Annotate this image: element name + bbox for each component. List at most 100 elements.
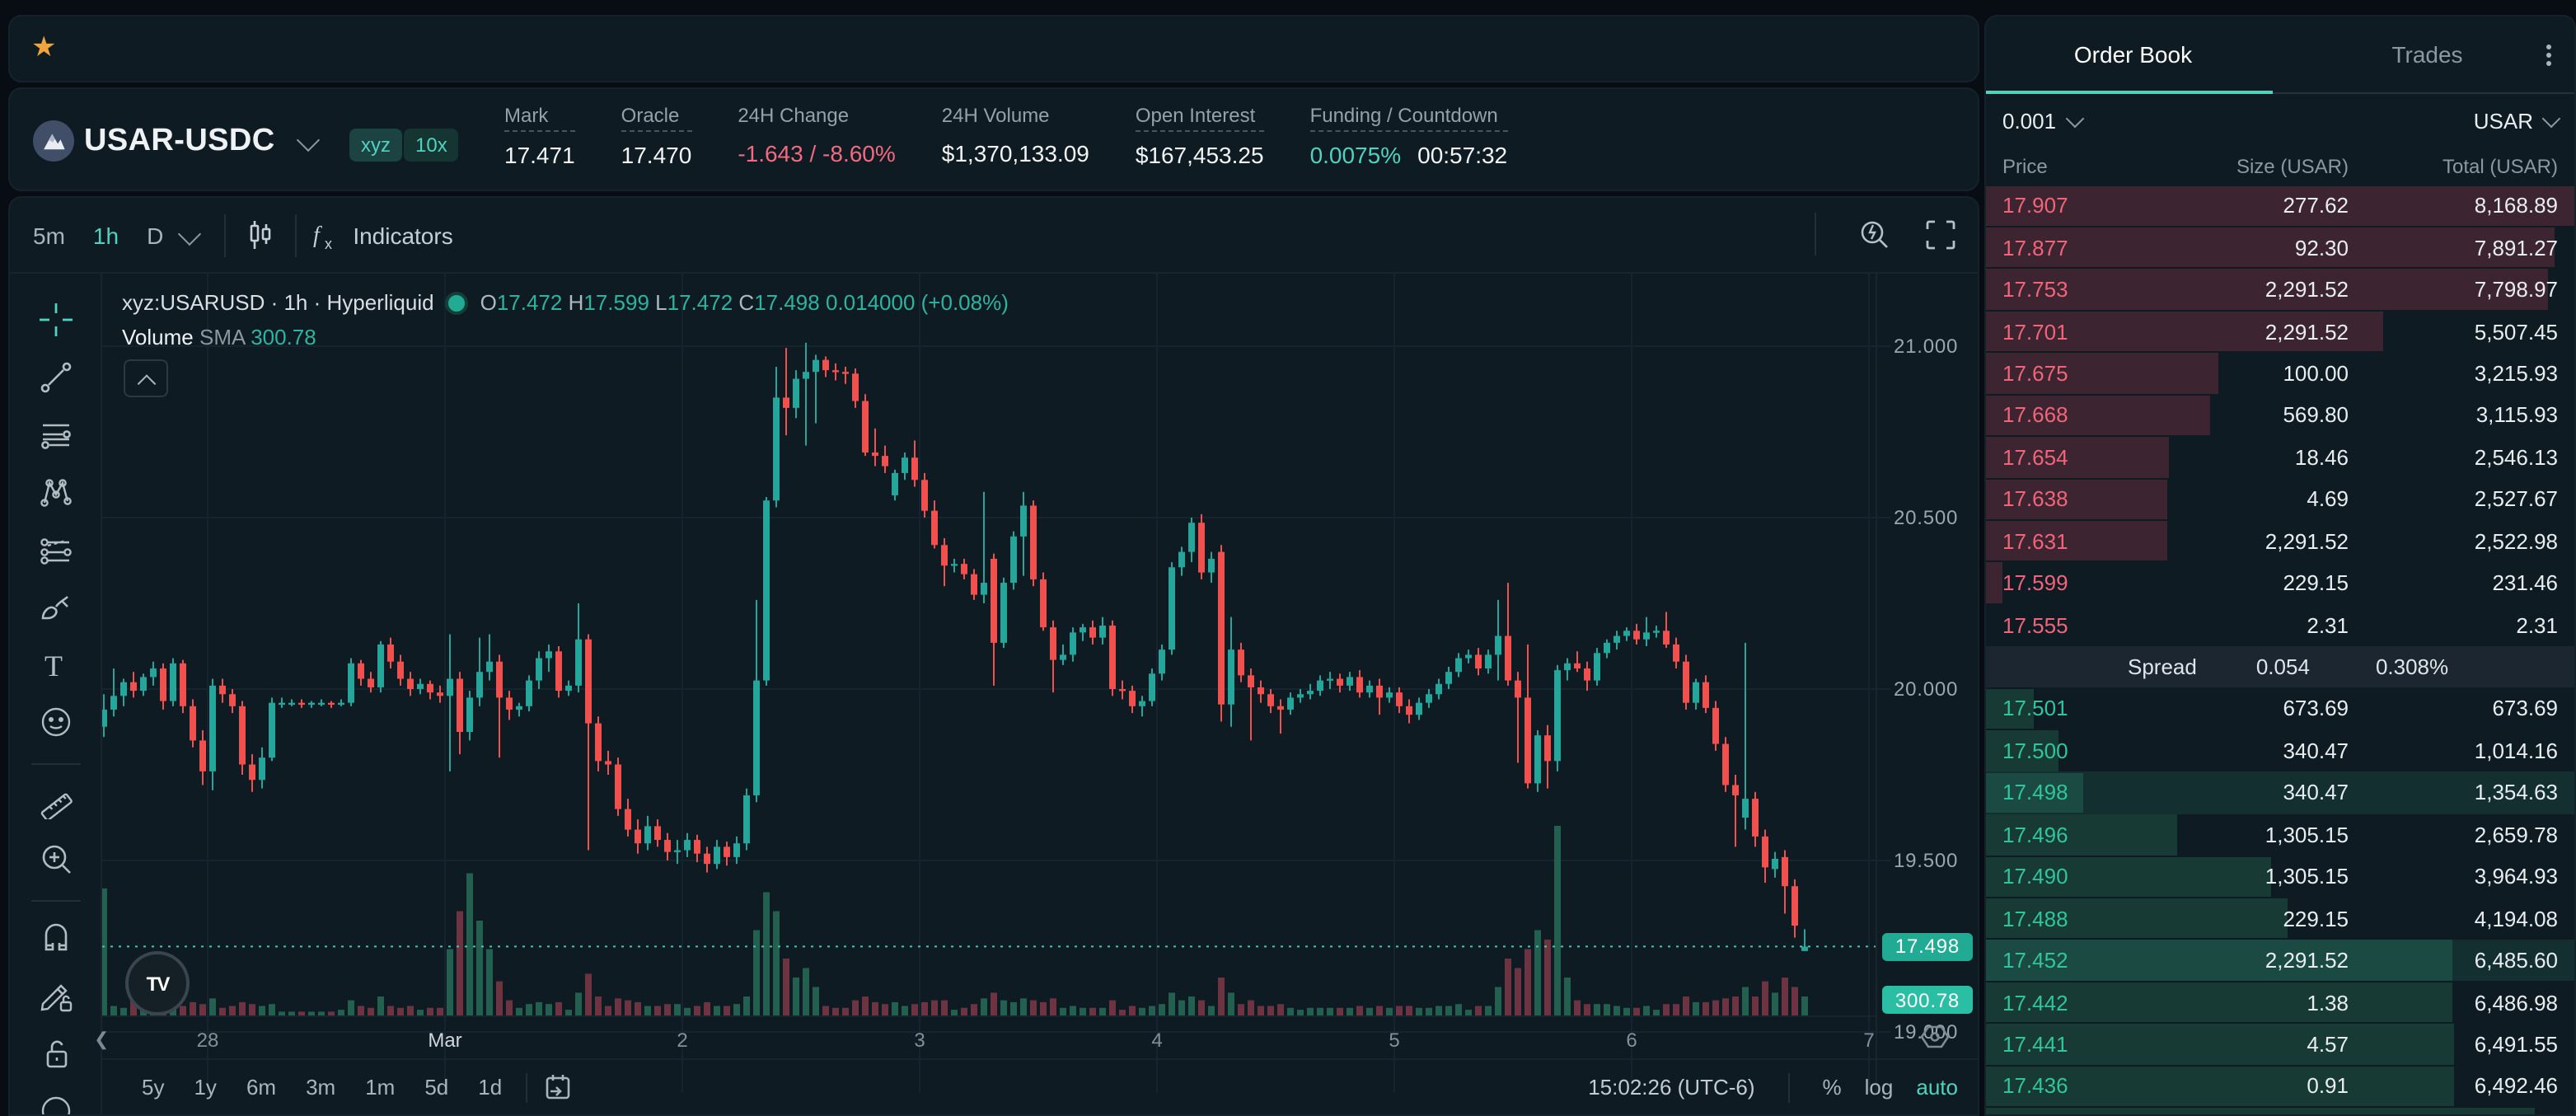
total-cell: 1,014.16 <box>2474 738 2558 763</box>
tradingview-logo[interactable]: TV <box>125 951 190 1015</box>
favorite-star-icon[interactable]: ★ <box>31 31 57 63</box>
interval-button-1h[interactable]: 1h <box>92 222 119 248</box>
unlock-all-tool-icon[interactable] <box>27 1026 83 1081</box>
bid-row-17.498[interactable]: 17.498 340.47 1,354.63 <box>1986 771 2574 815</box>
bid-row-17.452[interactable]: 17.452 2,291.52 6,485.60 <box>1986 939 2574 982</box>
bid-row-17.441[interactable]: 17.441 4.57 6,491.55 <box>1986 1024 2574 1066</box>
zoom-in-tool-icon[interactable] <box>27 832 83 886</box>
tab-order-book[interactable]: Order Book <box>2073 41 2193 68</box>
bid-row-17.496[interactable]: 17.496 1,305.15 2,659.78 <box>1986 814 2574 856</box>
range-button-1m[interactable]: 1m <box>365 1075 396 1100</box>
clock-timezone[interactable]: 15:02:26 (UTC-6) <box>1588 1075 1755 1100</box>
bid-row-17.501[interactable]: 17.501 673.69 673.69 <box>1986 688 2574 730</box>
interval-button-D[interactable]: D <box>147 222 164 248</box>
price-cell: 17.638 <box>2002 486 2068 512</box>
chart-plot-area[interactable]: xyz:USARUSD · 1h · Hyperliquid O17.472 H… <box>94 274 1890 1093</box>
volume-legend[interactable]: Volume SMA 300.78 <box>122 325 316 349</box>
bid-row-17.500[interactable]: 17.500 340.47 1,014.16 <box>1986 729 2574 771</box>
range-button-5d[interactable]: 5d <box>424 1075 449 1100</box>
fx-icon: f x <box>313 222 332 250</box>
time-axis[interactable]: 28 Mar 2 3 4 5 6 7 <box>102 1015 1877 1063</box>
legend-change: 0.014000 (+0.08%) <box>825 290 1009 315</box>
leverage-badge[interactable]: 10x <box>404 129 459 162</box>
total-cell: 673.69 <box>2492 696 2558 721</box>
bid-row-17.442[interactable]: 17.442 1.38 6,486.98 <box>1986 982 2574 1024</box>
price-cell: 17.501 <box>2002 696 2068 721</box>
ask-row-17.675[interactable]: 17.675 100.00 3,215.93 <box>1986 353 2574 395</box>
ask-row-17.753[interactable]: 17.753 2,291.52 7,798.97 <box>1986 269 2574 311</box>
candle-style-icon[interactable] <box>239 213 282 256</box>
axis-settings-icon[interactable] <box>1918 1020 1955 1057</box>
pair-dropdown-chevron-icon[interactable] <box>296 128 321 152</box>
xabcd-pattern-tool-icon[interactable] <box>27 466 83 520</box>
orderbook-column-headers: Price Size (USAR) Total (USAR) <box>1986 148 2574 185</box>
trend-line-tool-icon[interactable] <box>27 351 83 406</box>
size-cell: 229.15 <box>2283 570 2349 596</box>
svg-text:T: T <box>44 649 62 682</box>
interval-more-chevron-icon[interactable] <box>178 220 202 250</box>
interval-buttons: 5m 1h D <box>10 215 175 255</box>
svg-text:f: f <box>313 222 322 247</box>
toolbar-divider <box>525 1072 527 1102</box>
interval-button-5m[interactable]: 5m <box>33 222 65 248</box>
size-cell: 340.47 <box>2283 780 2349 805</box>
range-button-5y[interactable]: 5y <box>142 1075 165 1100</box>
percent-scale-button[interactable]: % <box>1822 1075 1842 1100</box>
tab-trades[interactable]: Trades <box>2391 41 2463 68</box>
orderbook-menu-icon[interactable] <box>2535 41 2561 68</box>
total-cell: 3,215.93 <box>2474 360 2558 386</box>
market-status-icon[interactable] <box>445 291 469 314</box>
range-button-1d[interactable]: 1d <box>478 1075 503 1100</box>
unit-select[interactable]: USAR <box>2474 109 2561 134</box>
total-cell: 2,527.67 <box>2474 486 2558 512</box>
legend-collapse-button[interactable] <box>124 359 168 397</box>
size-cell: 673.69 <box>2283 696 2349 721</box>
quick-search-icon[interactable] <box>1852 213 1895 256</box>
price-cell: 17.654 <box>2002 444 2068 470</box>
emoji-tool-icon[interactable] <box>27 696 83 750</box>
magnet-tool-icon[interactable] <box>27 911 83 965</box>
chart-legend[interactable]: xyz:USARUSD · 1h · Hyperliquid O17.472 H… <box>122 290 1009 315</box>
hide-sidebar-chevron-icon[interactable]: ❮ <box>94 1030 110 1050</box>
fullscreen-icon[interactable] <box>1918 213 1961 256</box>
total-cell: 7,798.97 <box>2474 277 2558 302</box>
y-tick-20.000: 20.000 <box>1894 678 1959 701</box>
fib-retracement-tool-icon[interactable] <box>27 408 83 462</box>
pair-title[interactable]: USAR-USDC <box>84 124 275 158</box>
range-button-3m[interactable]: 3m <box>306 1075 336 1100</box>
ruler-tool-icon[interactable] <box>27 775 83 829</box>
bid-row-17.490[interactable]: 17.490 1,305.15 3,964.93 <box>1986 856 2574 898</box>
candlestick-chart[interactable] <box>102 274 1890 1093</box>
indicators-button[interactable]: f x Indicators <box>310 220 452 250</box>
hide-drawings-tool-icon[interactable] <box>27 1083 83 1114</box>
projection-tool-icon[interactable] <box>27 523 83 578</box>
price-cell: 17.441 <box>2002 1031 2068 1057</box>
precision-select[interactable]: 0.001 <box>2002 109 2084 134</box>
log-scale-button[interactable]: log <box>1864 1075 1894 1100</box>
x-tick-3: 3 <box>914 1029 925 1052</box>
bid-row-17.436[interactable]: 17.436 0.91 6,492.46 <box>1986 1065 2574 1107</box>
ask-row-17.877[interactable]: 17.877 92.30 7,891.27 <box>1986 227 2574 269</box>
ask-row-17.638[interactable]: 17.638 4.69 2,527.67 <box>1986 478 2574 520</box>
ask-row-17.631[interactable]: 17.631 2,291.52 2,522.98 <box>1986 520 2574 562</box>
text-tool-icon[interactable]: T <box>27 638 83 692</box>
ask-row-17.907[interactable]: 17.907 277.62 8,168.89 <box>1986 185 2574 227</box>
drawing-lock-tool-icon[interactable] <box>27 968 83 1023</box>
auto-scale-button[interactable]: auto <box>1916 1075 1958 1100</box>
crosshair-tool-icon[interactable] <box>27 293 83 348</box>
bid-row-17.434[interactable]: 17.4341,134.917,627.37 <box>1986 1107 2574 1114</box>
range-button-1y[interactable]: 1y <box>194 1075 217 1100</box>
go-to-date-icon[interactable] <box>536 1066 579 1109</box>
range-button-6m[interactable]: 6m <box>246 1075 277 1100</box>
price-cell: 17.500 <box>2002 738 2068 763</box>
total-cell: 5,507.45 <box>2474 319 2558 345</box>
ask-row-17.599[interactable]: 17.599 229.15 231.46 <box>1986 562 2574 604</box>
ask-row-17.654[interactable]: 17.654 18.46 2,546.13 <box>1986 436 2574 478</box>
price-axis[interactable]: 21.00020.50020.00019.50019.00018.50018.0… <box>1876 274 1978 1093</box>
brush-tool-icon[interactable] <box>27 581 83 635</box>
ask-row-17.668[interactable]: 17.668 569.80 3,115.93 <box>1986 394 2574 436</box>
ask-row-17.555[interactable]: 17.555 2.31 2.31 <box>1986 604 2574 646</box>
size-cell: 1.38 <box>2307 990 2349 1015</box>
ask-row-17.701[interactable]: 17.701 2,291.52 5,507.45 <box>1986 311 2574 353</box>
bid-row-17.488[interactable]: 17.488 229.15 4,194.08 <box>1986 898 2574 940</box>
